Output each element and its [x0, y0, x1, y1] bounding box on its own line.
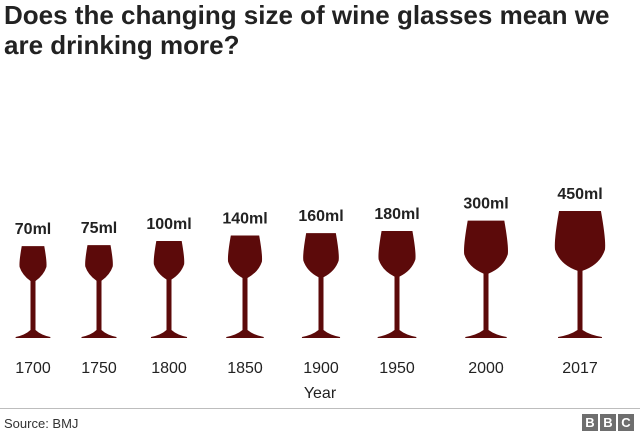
x-tick-label: 1950 [379, 360, 415, 377]
wine-glass-2000 [464, 220, 508, 338]
x-tick-label: 2017 [562, 360, 598, 377]
footer-divider [0, 408, 640, 409]
wine-glass-chart: 70ml 1700 75ml 1750 100ml 1800 140ml 1850 160ml 1… [15, 186, 606, 402]
x-tick-label: 1800 [151, 360, 187, 377]
wine-glass-1800 [150, 240, 188, 338]
value-label: 70ml [15, 221, 51, 238]
wine-glass-1700 [15, 246, 51, 338]
x-tick-label: 1900 [303, 360, 339, 377]
logo-letter: B [582, 414, 598, 431]
x-tick-label: 1850 [227, 360, 263, 377]
wine-glass-1900 [301, 233, 341, 338]
value-label: 180ml [374, 206, 419, 223]
x-axis-label: Year [304, 385, 337, 402]
value-label: 75ml [81, 220, 117, 237]
wine-glass-1750 [81, 245, 117, 338]
wine-glass-1950 [377, 231, 417, 338]
logo-letter: C [618, 414, 634, 431]
value-label: 450ml [557, 186, 602, 203]
value-label: 140ml [222, 211, 267, 228]
wine-glass-1850 [226, 235, 264, 338]
logo-letter: B [600, 414, 616, 431]
value-label: 300ml [463, 196, 508, 213]
chart-title: Does the changing size of wine glasses m… [4, 0, 610, 60]
x-tick-label: 1700 [15, 360, 51, 377]
x-tick-label: 2000 [468, 360, 504, 377]
value-label: 160ml [298, 208, 343, 225]
source-note: Source: BMJ [4, 416, 79, 431]
x-tick-label: 1750 [81, 360, 117, 377]
bbc-logo: B B C [582, 414, 634, 431]
wine-glass-2017 [554, 210, 606, 338]
value-label: 100ml [146, 216, 191, 233]
